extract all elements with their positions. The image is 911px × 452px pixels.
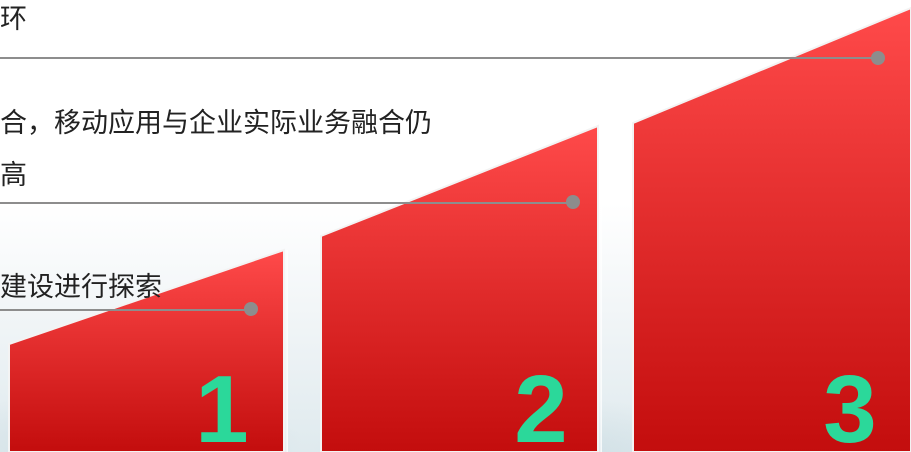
step-3-connector — [0, 57, 878, 59]
bar-step-3 — [632, 6, 911, 452]
step-number-2: 2 — [514, 356, 567, 452]
step-2-connector — [0, 202, 572, 204]
step-2-dot — [566, 195, 580, 209]
step-1-text: 建设进行探索 — [0, 272, 162, 303]
bar-step-1 — [8, 248, 288, 452]
step-2-text-line-1: 合，移动应用与企业实际业务融合仍 — [0, 108, 432, 139]
step-3-text: 环 — [0, 4, 27, 35]
bar-step-2 — [320, 124, 602, 452]
step-2-text-line-2: 高 — [0, 160, 27, 191]
step-1-connector — [0, 309, 250, 311]
step-number-1: 1 — [195, 356, 248, 452]
step-number-3: 3 — [823, 356, 876, 452]
step-1-dot — [244, 302, 258, 316]
step-3-dot — [871, 51, 885, 65]
